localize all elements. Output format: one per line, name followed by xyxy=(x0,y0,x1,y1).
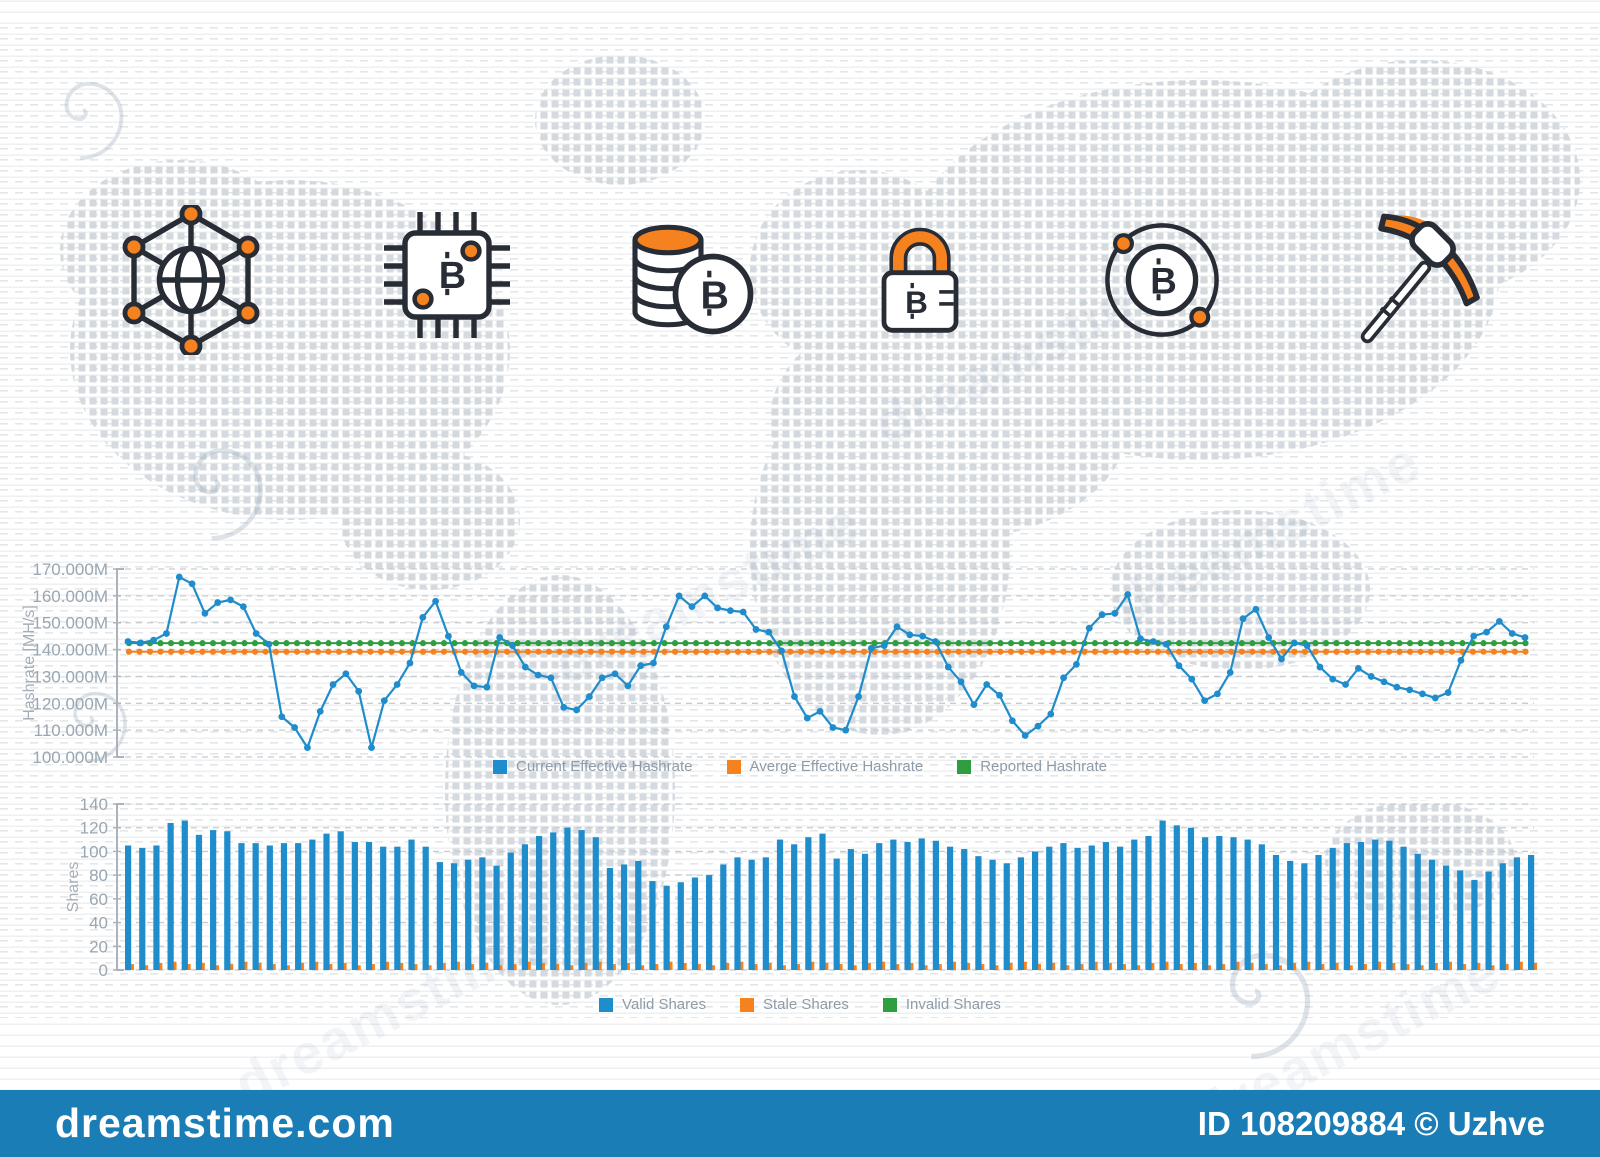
dreamstime-logo: dreamstime.com xyxy=(55,1100,395,1146)
legend-label: Stale Shares xyxy=(762,996,849,1013)
legend-swatch xyxy=(957,759,972,774)
legend-label: Invalid Shares xyxy=(905,996,1001,1013)
legend-label: Reported Hashrate xyxy=(980,758,1107,775)
svg-text:40: 40 xyxy=(89,914,108,933)
hashrate-line-chart: 170.000M 160.000M 150.000M 140.000M 130.000M… xyxy=(21,560,1534,767)
legend-swatch xyxy=(882,997,897,1012)
legend-label: Averge Effective Hashrate xyxy=(749,758,924,775)
legend-label: Valid Shares xyxy=(622,996,706,1013)
mining-pickaxe-icon xyxy=(1360,213,1480,344)
svg-text:0: 0 xyxy=(99,961,108,980)
svg-text:100.000M: 100.000M xyxy=(32,748,108,767)
svg-text:100: 100 xyxy=(80,842,108,861)
svg-text:120.000M: 120.000M xyxy=(32,694,108,713)
shares-bar-chart: 140 120 100 80 60 40 20 0 Shares xyxy=(65,795,1537,980)
svg-text:Shares: Shares xyxy=(65,862,82,913)
svg-text:110.000M: 110.000M xyxy=(34,721,108,740)
svg-text:130.000M: 130.000M xyxy=(32,667,108,686)
watermark-spiral-icon xyxy=(1229,952,1311,1060)
hashrate-legend: Current Effective Hashrate Averge Effect… xyxy=(0,758,1600,775)
watermark-spiral-icon xyxy=(193,448,263,541)
legend-item-current-effective-hashrate: Current Effective Hashrate xyxy=(493,758,693,775)
blockchain-network-icon xyxy=(122,205,260,355)
svg-text:140: 140 xyxy=(80,795,108,814)
legend-item-valid-shares: Valid Shares xyxy=(599,996,706,1013)
legend-swatch xyxy=(739,997,754,1012)
svg-text:60: 60 xyxy=(89,890,108,909)
watermark-spiral-icon xyxy=(64,81,124,161)
svg-text:80: 80 xyxy=(89,866,108,885)
legend-swatch xyxy=(599,997,614,1012)
legend-item-invalid-shares: Invalid Shares xyxy=(882,996,1001,1013)
svg-text:120: 120 xyxy=(80,819,108,838)
svg-text:140.000M: 140.000M xyxy=(32,641,108,660)
watermark-spiral-icon xyxy=(73,691,127,763)
svg-text:20: 20 xyxy=(89,937,108,956)
image-credit: ID 108209884 © Uzhve xyxy=(1197,1104,1545,1142)
watermark-bar: dreamstime.com ID 108209884 © Uzhve xyxy=(0,1090,1600,1157)
svg-text:160.000M: 160.000M xyxy=(32,587,108,606)
bitcoin-orbit-icon xyxy=(1105,223,1219,337)
cpu-bitcoin-icon xyxy=(384,212,510,338)
legend-swatch xyxy=(726,759,741,774)
legend-label: Current Effective Hashrate xyxy=(516,758,693,775)
svg-text:Hashrate [MH/s]: Hashrate [MH/s] xyxy=(21,605,38,721)
svg-text:150.000M: 150.000M xyxy=(32,614,108,633)
legend-swatch xyxy=(493,759,508,774)
shares-legend: Valid Shares Stale Shares Invalid Shares xyxy=(0,996,1600,1013)
legend-item-stale-shares: Stale Shares xyxy=(739,996,849,1013)
bitcoin-coins-icon xyxy=(632,224,754,335)
svg-text:170.000M: 170.000M xyxy=(32,560,108,579)
legend-item-reported-hashrate: Reported Hashrate xyxy=(957,758,1107,775)
bitcoin-lock-icon xyxy=(881,227,959,333)
legend-item-averge-effective-hashrate: Averge Effective Hashrate xyxy=(726,758,924,775)
